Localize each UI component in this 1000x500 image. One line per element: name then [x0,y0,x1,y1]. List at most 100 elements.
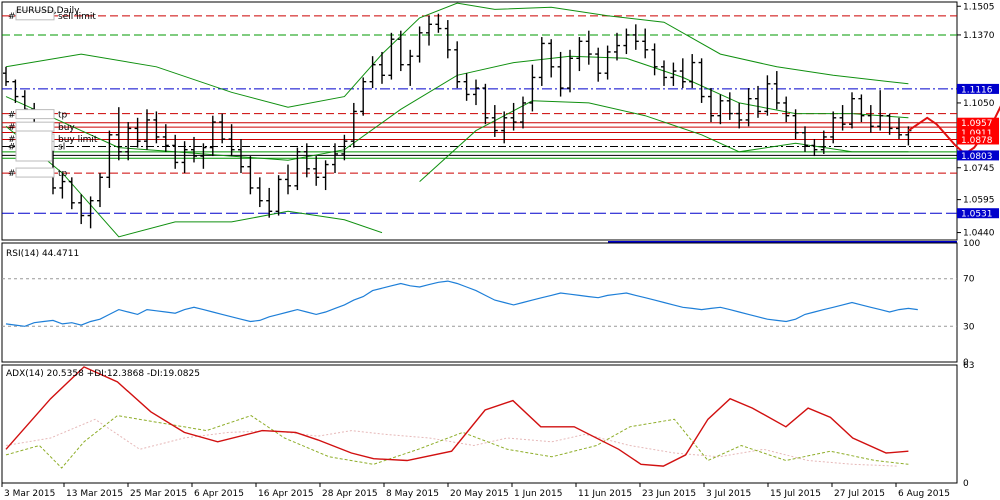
candle [491,105,498,137]
candle [670,62,677,86]
order-label-text: tp [58,169,68,179]
order-hash: # [8,143,16,153]
candle [520,96,526,129]
rsi-tick-label: 100 [963,239,980,249]
candle [341,134,348,161]
order-label: # tp [8,109,68,121]
candle [322,160,329,191]
candle [623,28,630,55]
candle [811,139,818,157]
order-hash: # [8,123,16,133]
adx-label: ADX(14) 20.5358 +DI:12.3868 -DI:19.0825 [6,369,200,379]
date-tick-label: 11 Jun 2015 [578,489,632,499]
order-label-text: sell limit [58,12,96,22]
candle [350,102,357,148]
date-tick-label: 15 Jul 2015 [770,489,821,499]
candle [567,49,573,93]
order-label-text: sl [58,143,65,153]
date-tick-label: 1 Jun 2015 [514,489,562,499]
candle [867,105,874,133]
candle [679,58,686,89]
candle [708,88,714,123]
candle [792,109,799,140]
candle [585,30,592,65]
rsi-tick-label: 70 [963,275,975,285]
rsi-frame [1,242,958,363]
adx-frame [1,364,958,484]
candle [689,54,696,89]
candle [820,130,827,154]
candle [764,75,771,116]
order-label-text: buy [58,123,75,133]
date-tick-label: 13 Mar 2015 [66,489,123,499]
adx-line [5,366,909,467]
level-value-badge [957,150,999,161]
date-tick-label: 27 Jul 2015 [834,489,885,499]
forecast-path [907,105,1000,156]
candle [172,134,179,169]
level-value-badge [957,127,999,138]
candle [78,194,85,225]
order-popup [15,130,53,162]
candle [68,177,75,210]
candle [369,56,376,89]
candle [501,111,508,144]
candle [849,92,855,129]
order-hash: # [8,135,16,145]
plus-di-line [5,415,909,469]
price-tick-label: 1.0440 [963,229,995,239]
candle [632,24,639,50]
order-id-box [15,167,55,178]
candle [473,79,479,106]
candle [87,196,94,229]
price-frame [1,1,958,241]
candle [209,115,216,157]
level-value-label: 1.0957 [961,119,993,129]
adx-tick-label: 63 [963,361,974,371]
level-value-label: 1.0911 [961,129,993,139]
order-hash: # [8,111,16,121]
price-panel: # sell limit # tp # buy # buy limit # sl # tp [1,1,1000,243]
candle [886,113,893,135]
candle [266,187,273,218]
candle [755,85,761,118]
date-tick-label: 16 Apr 2015 [258,489,314,499]
candle [576,37,583,72]
candle [604,45,611,80]
candle [463,73,470,101]
rsi-panel [1,242,958,363]
candle [12,79,19,103]
level-value-label: 1.0803 [961,152,993,162]
date-tick-label: 28 Apr 2015 [322,489,378,499]
level-value-badge [957,117,999,128]
adx-panel [1,364,958,484]
candle [407,49,414,86]
candle [332,143,338,174]
candle [745,88,752,127]
candle [97,173,103,208]
candle [191,136,197,163]
date-tick-label: 23 Jun 2015 [642,489,696,499]
date-tick-label: 6 Apr 2015 [194,489,244,499]
level-value-label: 1.1116 [961,85,993,95]
candle [313,156,320,186]
adx-tick-label: 0 [963,479,969,489]
candle [303,143,310,178]
candle [256,177,263,208]
order-id-box [15,121,55,132]
candle [294,147,301,191]
chart-title: EURUSD,Daily [16,6,80,16]
order-label-text: buy limit [58,135,98,145]
candle [557,51,564,97]
bollinger-upper-line [5,2,909,108]
level-value-label: 1.0878 [961,136,993,146]
rsi-tick-label: 0 [963,358,969,368]
price-tick-label: 1.0595 [963,196,995,206]
order-label: # sell limit [8,10,96,22]
candle [510,102,517,131]
candle [642,28,649,59]
candle [651,43,658,76]
date-tick-label: 8 May 2015 [386,489,439,499]
candle [454,41,461,89]
